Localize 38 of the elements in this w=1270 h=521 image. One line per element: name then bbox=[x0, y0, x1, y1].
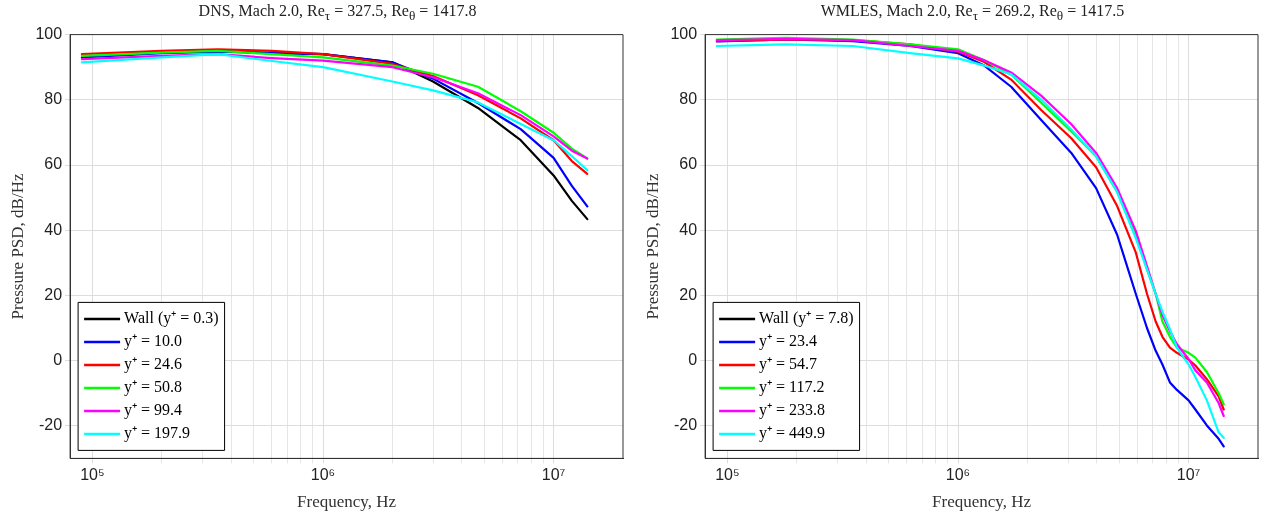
x-tick-label: 10⁶ bbox=[945, 466, 971, 484]
y-tick-label: 20 bbox=[679, 285, 698, 303]
x-axis-title: Frequency, Hz bbox=[932, 492, 1032, 512]
legend-label: y⁺ = 233.8 bbox=[759, 401, 826, 420]
y-tick-label: 60 bbox=[44, 155, 63, 173]
y-tick-label: 40 bbox=[44, 220, 63, 238]
legend-label: y⁺ = 54.7 bbox=[759, 355, 818, 374]
legend-label: y⁺ = 50.8 bbox=[124, 378, 183, 397]
y-tick-label: 80 bbox=[679, 90, 698, 108]
legend-label: y⁺ = 10.0 bbox=[124, 332, 183, 351]
legend-label: y⁺ = 117.2 bbox=[759, 378, 825, 397]
chart-title: DNS, Mach 2.0, Re$_{τ}$ = 327.5, Re$_{θ}$ = 1417.8 bbox=[197, 1, 478, 24]
y-tick-label: 40 bbox=[679, 220, 698, 238]
legend-label: y⁺ = 23.4 bbox=[759, 332, 818, 351]
legend-label: Wall (y⁺ = 0.3) bbox=[124, 309, 219, 328]
legend-label: y⁺ = 24.6 bbox=[124, 355, 183, 374]
y-tick-label: 20 bbox=[44, 285, 63, 303]
y-tick-label: -20 bbox=[38, 416, 63, 434]
x-tick-label: 10⁵ bbox=[715, 466, 740, 484]
legend-label: Wall (y⁺ = 7.8) bbox=[759, 309, 854, 328]
legend-label: y⁺ = 197.9 bbox=[124, 424, 191, 443]
y-tick-label: 100 bbox=[35, 25, 63, 43]
y-tick-label: 0 bbox=[53, 351, 63, 369]
x-tick-label: 10⁷ bbox=[1176, 466, 1201, 484]
y-tick-label: 80 bbox=[44, 90, 63, 108]
y-tick-label: 100 bbox=[670, 25, 698, 43]
y-tick-label: -20 bbox=[673, 416, 698, 434]
legend-label: y⁺ = 449.9 bbox=[759, 424, 826, 443]
y-axis-title: Pressure PSD, dB/Hz bbox=[7, 173, 27, 320]
x-tick-label: 10⁷ bbox=[541, 466, 566, 484]
y-tick-label: 0 bbox=[688, 351, 698, 369]
x-tick-label: 10⁶ bbox=[310, 466, 336, 484]
chart-title: WMLES, Mach 2.0, Re$_{τ}$ = 269.2, Re$_{θ}$ = 1417.5 bbox=[819, 1, 1126, 24]
legend-label: y⁺ = 99.4 bbox=[124, 401, 183, 420]
x-axis-title: Frequency, Hz bbox=[297, 492, 397, 512]
y-axis-title: Pressure PSD, dB/Hz bbox=[642, 173, 662, 320]
x-tick-label: 10⁵ bbox=[80, 466, 105, 484]
y-tick-label: 60 bbox=[679, 155, 698, 173]
